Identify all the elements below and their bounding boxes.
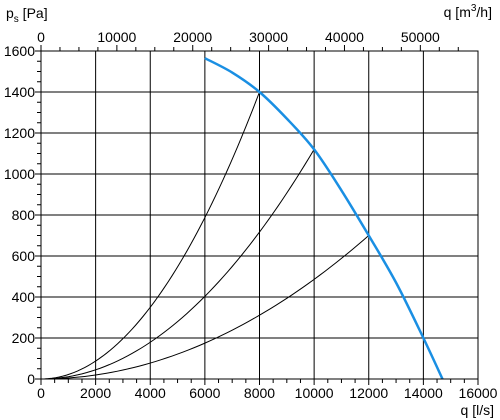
x-bottom-tick-label: 12000 <box>349 385 388 401</box>
x-bottom-tick-label: 6000 <box>189 385 220 401</box>
x-bottom-tick-label: 8000 <box>244 385 275 401</box>
y-tick-label: 0 <box>27 371 35 387</box>
system-curve <box>40 91 260 380</box>
x-bottom-tick-label: 4000 <box>135 385 166 401</box>
top-x-axis-title: q [m3/h] <box>444 3 492 20</box>
y-tick-label: 1200 <box>4 125 35 141</box>
x-bottom-tick-label: 2000 <box>80 385 111 401</box>
y-tick-label: 800 <box>12 207 36 223</box>
tick-labels: 0 2000 4000 6000 8000 10000 12000 14000 16000020… <box>4 29 498 401</box>
x-top-tick-label: 30000 <box>249 29 288 45</box>
curves <box>40 57 444 380</box>
y-tick-label: 1600 <box>4 43 35 59</box>
fan-curve <box>204 57 444 380</box>
x-top-tick-label: 0 <box>37 29 45 45</box>
system-curve <box>40 149 315 380</box>
y-tick-label: 600 <box>12 248 36 264</box>
x-bottom-tick-label: 0 <box>37 385 45 401</box>
x-top-tick-label: 20000 <box>173 29 212 45</box>
y-axis-title: ps [Pa] <box>6 5 48 25</box>
x-bottom-tick-label: 10000 <box>295 385 334 401</box>
x-top-tick-label: 40000 <box>325 29 364 45</box>
y-tick-label: 400 <box>12 289 36 305</box>
x-bottom-tick-label: 16000 <box>459 385 498 401</box>
x-top-tick-label: 10000 <box>97 29 136 45</box>
x-bottom-tick-label: 14000 <box>404 385 443 401</box>
y-tick-label: 1400 <box>4 84 35 100</box>
ticks <box>35 45 479 385</box>
grid <box>41 51 478 379</box>
bottom-x-axis-title: q [l/s] <box>461 402 494 418</box>
system-curve <box>40 235 370 380</box>
x-top-tick-label: 50000 <box>401 29 440 45</box>
y-tick-label: 200 <box>12 330 36 346</box>
y-tick-label: 1000 <box>4 166 35 182</box>
